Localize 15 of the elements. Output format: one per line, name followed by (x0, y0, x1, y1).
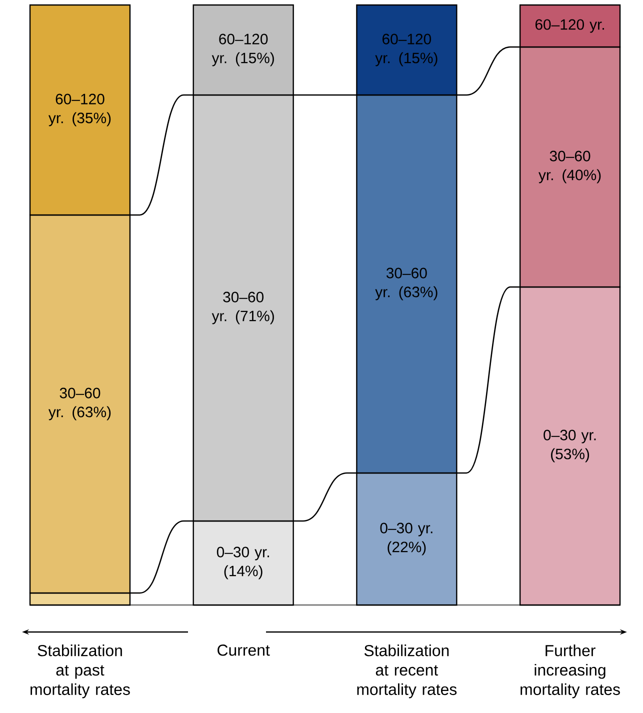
data-label: 30–60 yr. (40%) (538, 150, 601, 184)
x-tick-label: Current (218, 644, 270, 656)
x-tick-label: Stabilization at past mortality rates (30, 644, 130, 698)
data-label: 60–120 yr. (35%) (48, 94, 111, 126)
x-tick-label: Stabilization at recent mortality rates (357, 644, 457, 698)
data-label: 30–60 yr. (63%) (375, 268, 438, 300)
data-label: 0–30 yr. (22%) (380, 522, 432, 556)
data-label: 60–120 yr. (15%) (375, 34, 438, 66)
data-label: 60–120 yr. (535, 19, 604, 33)
data-label: 0–30 yr. (14%) (216, 546, 269, 580)
data-label: 30–60 yr. (63%) (48, 388, 111, 420)
data-label: 0–30 yr. (53%) (544, 430, 596, 462)
data-label: 60–120 yr. (15%) (212, 34, 274, 66)
data-label: 30–60 yr. (71%) (212, 292, 274, 324)
x-tick-label: Further increasing mortality rates (520, 644, 620, 698)
